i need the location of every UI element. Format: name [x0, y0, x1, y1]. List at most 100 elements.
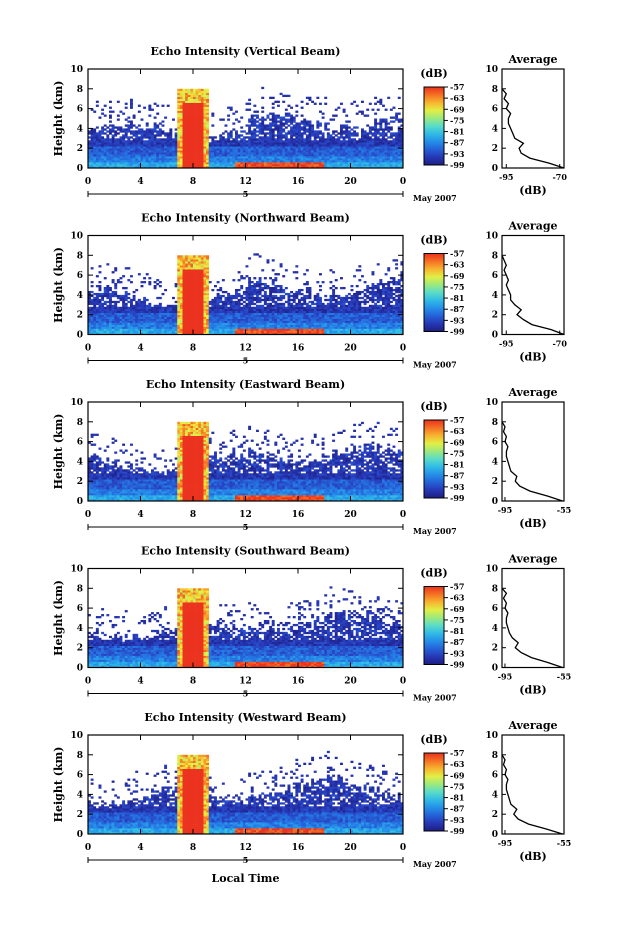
heatmap-cell — [103, 160, 107, 163]
heatmap-cell — [148, 144, 152, 147]
heatmap-cell — [122, 164, 126, 167]
heatmap-cell — [190, 90, 194, 94]
heatmap-cell — [397, 152, 401, 155]
heatmap-cell — [316, 132, 320, 135]
heatmap-cell — [122, 310, 126, 314]
heatmap-cell — [284, 300, 288, 304]
heatmap-cell — [295, 160, 299, 163]
heatmap-cell — [227, 308, 231, 312]
heatmap-cell — [119, 298, 123, 302]
heatmap-cell — [203, 312, 207, 315]
heatmap-cell — [250, 314, 254, 317]
heatmap-cell — [308, 328, 312, 331]
heatmap-cell — [206, 257, 210, 260]
heatmap-cell — [143, 302, 147, 306]
heatmap-cell — [114, 322, 118, 325]
heatmap-cell — [292, 330, 296, 333]
heatmap-cell — [316, 126, 320, 129]
heatmap-cell — [250, 326, 254, 329]
heatmap-cell — [250, 116, 254, 119]
heatmap-cell — [169, 322, 173, 325]
heatmap-cell — [145, 150, 149, 153]
heatmap-cell — [284, 330, 288, 333]
heatmap-cell — [316, 296, 320, 300]
heatmap-cell — [111, 332, 115, 335]
heatmap-cell — [305, 142, 309, 145]
heatmap-cell — [164, 162, 168, 165]
heatmap-cell — [237, 332, 241, 335]
x-tick-label: 4 — [137, 177, 143, 187]
heatmap-cell — [200, 166, 204, 169]
heatmap-cell — [140, 302, 144, 306]
heatmap-cell — [195, 94, 199, 98]
heatmap-cell — [279, 290, 283, 294]
heatmap-cell — [148, 104, 152, 107]
heatmap-cell — [397, 112, 401, 115]
heatmap-cell — [95, 148, 99, 151]
heatmap-cell — [290, 304, 294, 308]
heatmap-cell — [290, 130, 294, 133]
heatmap-cell — [245, 288, 249, 292]
heatmap-cell — [305, 326, 309, 329]
heatmap-cell — [258, 136, 262, 139]
heatmap-cell — [342, 130, 346, 133]
heatmap-cell — [232, 308, 236, 312]
heatmap-cell — [187, 96, 191, 99]
heatmap-cell — [290, 142, 294, 145]
heatmap-cell — [182, 124, 186, 127]
heatmap-cell — [143, 134, 147, 137]
heatmap-cell — [187, 316, 191, 319]
heatmap-cell — [90, 316, 94, 319]
heatmap-cell — [305, 144, 309, 147]
heatmap-cell — [132, 324, 136, 327]
heatmap-cell — [200, 263, 204, 266]
heatmap-cell — [382, 152, 385, 155]
heatmap-cell — [329, 154, 333, 157]
heatmap-cell — [284, 306, 288, 310]
heatmap-cell — [98, 138, 102, 141]
heatmap-cell — [221, 318, 225, 321]
heatmap-cell — [308, 322, 312, 325]
heatmap-cell — [124, 298, 128, 302]
heatmap-cell — [379, 100, 383, 103]
heatmap-cell — [253, 292, 257, 296]
heatmap-cell — [300, 310, 304, 314]
heatmap-cell — [151, 152, 154, 155]
heatmap-cell — [190, 96, 194, 99]
heatmap-cell — [140, 156, 144, 159]
heatmap-cell — [303, 126, 307, 129]
heatmap-cell — [242, 138, 246, 141]
heatmap-cell — [308, 290, 312, 294]
heatmap-cell — [216, 312, 220, 315]
heatmap-cell — [313, 146, 317, 149]
heatmap-cell — [145, 314, 149, 317]
heatmap-cell — [200, 104, 204, 107]
heatmap-cell — [227, 160, 231, 163]
heatmap-cell — [135, 154, 139, 157]
heatmap-cell — [271, 316, 275, 319]
heatmap-cell — [371, 140, 375, 143]
heatmap-cell — [329, 146, 333, 149]
heatmap-cell — [266, 322, 270, 325]
heatmap-cell — [198, 126, 202, 129]
heatmap-cell — [179, 259, 183, 262]
heatmap-cell — [400, 150, 404, 153]
heatmap-cell — [156, 156, 160, 159]
heatmap-cell — [187, 306, 191, 310]
heatmap-cell — [332, 156, 336, 159]
heatmap-cell — [187, 304, 191, 308]
heatmap-cell — [232, 306, 236, 310]
heatmap-cell — [345, 156, 349, 159]
heatmap-cell — [305, 283, 309, 286]
heatmap-cell — [182, 138, 186, 141]
heatmap-cell — [122, 312, 126, 315]
heatmap-cell — [206, 332, 210, 335]
heatmap-cell — [316, 314, 320, 317]
heatmap-cell — [279, 162, 283, 165]
heatmap-cell — [103, 294, 107, 298]
heatmap-cell — [358, 150, 362, 153]
heatmap-cell — [114, 314, 118, 317]
heatmap-cell — [224, 310, 228, 314]
heatmap-cell — [298, 140, 301, 143]
heatmap-cell — [298, 160, 301, 163]
